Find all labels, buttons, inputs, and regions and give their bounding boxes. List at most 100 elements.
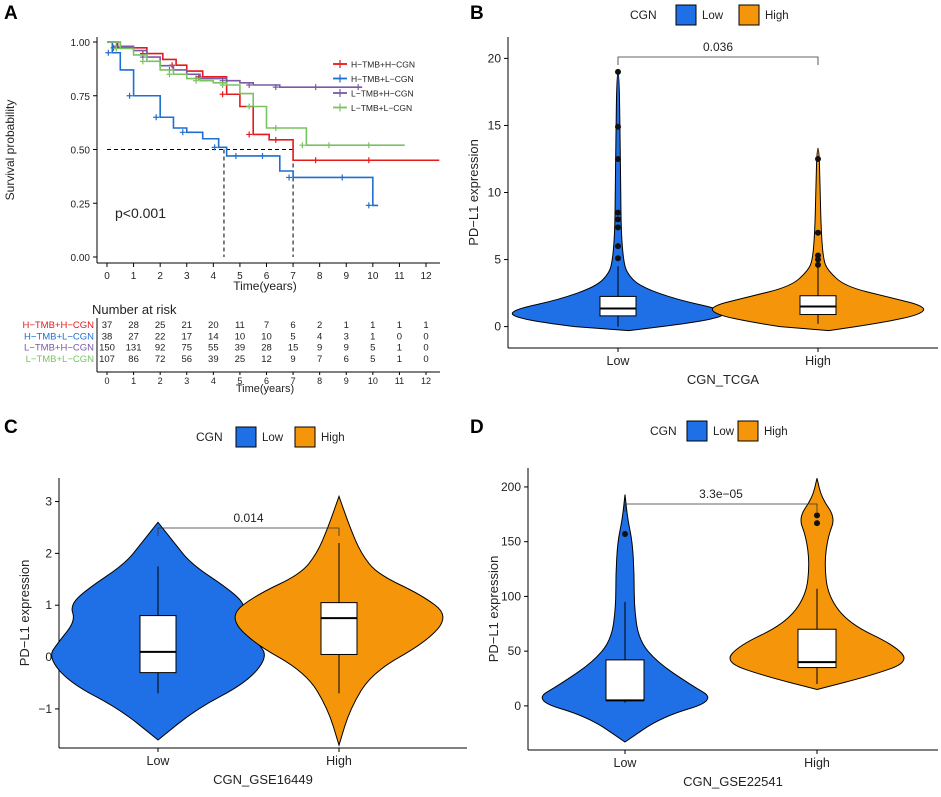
legend-title: CGN [650, 424, 677, 438]
risk-cell: 75 [181, 343, 192, 354]
risk-row-label: H−TMB+L−CGN [24, 331, 94, 342]
risk-cell: 39 [208, 354, 219, 365]
risk-cell: 9 [290, 354, 295, 365]
outlier-point [815, 155, 821, 162]
legend-swatch [686, 420, 708, 442]
outlier-point [815, 229, 821, 236]
y-tick-label: 150 [501, 535, 521, 549]
risk-x-tick-label: 4 [211, 376, 216, 386]
y-tick-label: 0 [45, 650, 52, 664]
risk-cell: 27 [128, 331, 139, 342]
risk-cell: 1 [397, 320, 402, 331]
risk-row-label: L−TMB+L−CGN [26, 354, 95, 365]
y-tick-label: 0.25 [71, 199, 91, 210]
censor-mark [312, 157, 319, 164]
risk-x-tick-label: 2 [158, 376, 163, 386]
y-axis-title: PD−L1 expression [466, 139, 481, 246]
risk-cell: 9 [344, 343, 349, 354]
legend-label: High [765, 10, 789, 22]
km-curve [107, 41, 363, 88]
panel-label-a: A [4, 3, 18, 24]
outlier-point [615, 216, 621, 223]
legend-label: L−TMB+H−CGN [351, 89, 414, 99]
y-tick-label: 2 [45, 546, 52, 560]
risk-cell: 17 [181, 331, 192, 342]
censor-mark [105, 49, 112, 56]
censor-mark [325, 142, 332, 149]
x-axis-title: Time(years) [233, 279, 297, 293]
x-tick-label: 8 [317, 271, 323, 282]
outlier-point [615, 209, 621, 216]
x-tick-label: Low [147, 754, 171, 768]
legend-swatch [675, 4, 697, 26]
y-tick-label: 200 [501, 480, 521, 494]
censor-mark [365, 142, 372, 149]
risk-table-title: Number at risk [92, 302, 177, 317]
y-tick-label: 10 [488, 186, 502, 200]
outlier-point [814, 520, 820, 527]
violin-chart-c: CGN Low High −1 0 1 2 3 PD−L1 expression CGN_GSE1… [17, 426, 467, 787]
risk-cell: 150 [99, 343, 115, 354]
y-tick-label: 0 [514, 699, 521, 713]
censor-mark [272, 84, 279, 91]
km-curve [107, 41, 405, 146]
risk-cell: 92 [155, 343, 166, 354]
censor-mark [179, 129, 186, 136]
risk-x-tick-label: 7 [291, 376, 296, 386]
risk-row-label: L−TMB+H−CGN [24, 343, 94, 354]
x-tick-label: 12 [420, 271, 432, 282]
p-value-label: 0.036 [703, 40, 733, 54]
x-axis-title: CGN_TCGA [687, 372, 760, 387]
violin-chart-b: CGN Low High 0 5 10 15 20 PD−L1 expression CGN_TC… [466, 4, 938, 387]
risk-cell: 11 [235, 320, 245, 331]
risk-cell: 14 [208, 331, 219, 342]
x-axis-title: CGN_GSE16449 [213, 772, 313, 787]
violin-shape [729, 478, 905, 690]
risk-x-tick-label: 12 [421, 376, 431, 386]
risk-cell: 20 [208, 320, 219, 331]
x-tick-label: 2 [157, 271, 163, 282]
outlier-point [615, 243, 621, 250]
risk-table: H−TMB+H−CGN 37 28 25 21 20 11 7 6 2 1 1 1 1H−TMB+L−CG… [22, 318, 440, 386]
x-tick-label: 3 [184, 271, 190, 282]
risk-cell: 12 [261, 354, 272, 365]
outlier-point [615, 255, 621, 262]
km-curves [105, 41, 440, 209]
risk-cell: 131 [126, 343, 142, 354]
x-tick-label: 11 [394, 271, 405, 282]
significance-bracket [157, 527, 340, 536]
y-tick-label: 0.50 [71, 146, 91, 157]
panel-b: B CGN Low High 0 5 10 15 20 PD−L1 expression CGN_… [466, 3, 938, 387]
x-tick-label: 6 [264, 271, 270, 282]
p-value-label: 3.3e−05 [699, 487, 743, 501]
censor-mark [339, 174, 346, 181]
outlier-point [815, 256, 821, 263]
risk-x-tick-label: 9 [344, 376, 349, 386]
risk-table-x-title: Time(years) [236, 383, 294, 395]
censor-mark [246, 82, 253, 88]
risk-cell: 38 [102, 331, 113, 342]
risk-x-tick-label: 10 [368, 376, 378, 386]
censor-mark [113, 45, 120, 52]
km-curve [107, 41, 379, 207]
y-tick-label: 100 [501, 589, 521, 603]
y-axis-title: Survival probability [3, 100, 17, 201]
legend-label: Low [713, 426, 735, 438]
censor-mark [355, 84, 362, 91]
km-legend: H−TMB+H−CGN H−TMB+L−CGN L−TMB+H−CGN L−TMB+L… [333, 60, 415, 113]
risk-cell: 1 [344, 320, 349, 331]
censor-mark [272, 125, 279, 131]
panel-c: C CGN Low High −1 0 1 2 3 PD−L1 expression CGN_GS… [4, 417, 467, 787]
risk-cell: 37 [102, 320, 113, 331]
censor-mark [211, 144, 218, 151]
y-tick-label: 0.75 [71, 92, 91, 103]
y-axis-title: PD−L1 expression [17, 560, 32, 667]
y-tick-label: 1.00 [71, 38, 91, 49]
risk-cell: 1 [397, 343, 402, 354]
risk-cell: 7 [317, 354, 322, 365]
censor-mark [232, 152, 239, 159]
risk-cell: 0 [423, 331, 428, 342]
legend-title: CGN [196, 430, 223, 444]
risk-cell: 3 [344, 331, 349, 342]
